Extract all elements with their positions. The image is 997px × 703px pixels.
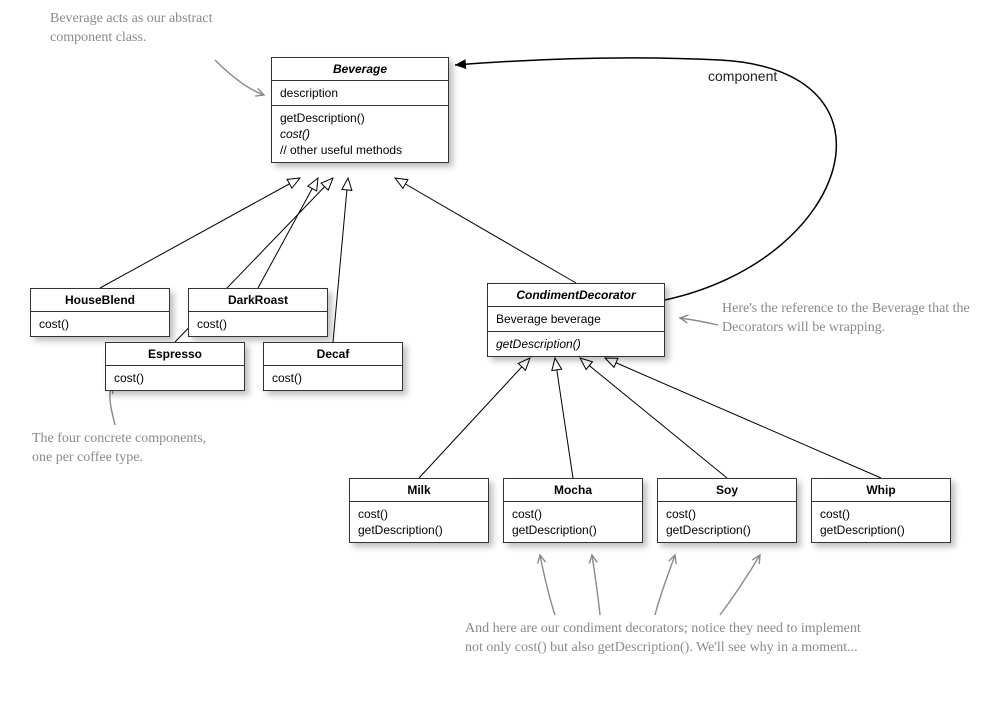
class-methods: cost() getDescription() [350, 502, 488, 542]
annotation-concrete-components: The four concrete components, one per co… [32, 430, 222, 468]
class-title: Beverage [272, 58, 448, 81]
class-title: HouseBlend [31, 289, 169, 312]
class-beverage: Beverage description getDescription() co… [271, 57, 449, 163]
method: getDescription() [820, 522, 942, 538]
class-soy: Soy cost() getDescription() [657, 478, 797, 543]
class-title: Soy [658, 479, 796, 502]
method: getDescription() [512, 522, 634, 538]
class-title: Whip [812, 479, 950, 502]
class-whip: Whip cost() getDescription() [811, 478, 951, 543]
method: getDescription() [358, 522, 480, 538]
annotation-arrow-a4-4 [720, 555, 760, 615]
annotation-arrow-a4-1 [540, 555, 555, 615]
edge-mocha-condimentdecorator [555, 358, 573, 478]
attr: description [280, 85, 440, 101]
method: getDescription() [496, 336, 656, 352]
method: cost() [358, 506, 480, 522]
class-title: Espresso [106, 343, 244, 366]
method: cost() [272, 370, 394, 386]
class-methods: getDescription() [488, 332, 664, 356]
method: getDescription() [666, 522, 788, 538]
class-title: Decaf [264, 343, 402, 366]
method: cost() [114, 370, 236, 386]
class-methods: cost() [189, 312, 327, 336]
diagram-canvas: Beverage description getDescription() co… [0, 0, 997, 703]
class-espresso: Espresso cost() [105, 342, 245, 391]
class-attrs: description [272, 81, 448, 106]
class-houseblend: HouseBlend cost() [30, 288, 170, 337]
class-darkroast: DarkRoast cost() [188, 288, 328, 337]
class-title: CondimentDecorator [488, 284, 664, 307]
annotation-abstract-component: Beverage acts as our abstract component … [50, 10, 260, 48]
edge-component-association [455, 58, 836, 300]
annotation-arrow-a4-3 [655, 555, 675, 615]
class-title: Milk [350, 479, 488, 502]
class-methods: cost() [264, 366, 402, 390]
method: cost() [512, 506, 634, 522]
class-methods: cost() getDescription() [658, 502, 796, 542]
attr: Beverage beverage [496, 311, 656, 327]
class-methods: cost() [31, 312, 169, 336]
class-condimentdecorator: CondimentDecorator Beverage beverage get… [487, 283, 665, 357]
class-methods: cost() getDescription() [812, 502, 950, 542]
edge-whip-condimentdecorator [605, 358, 881, 478]
class-attrs: Beverage beverage [488, 307, 664, 332]
class-methods: getDescription() cost() // other useful … [272, 106, 448, 162]
class-milk: Milk cost() getDescription() [349, 478, 489, 543]
class-title: Mocha [504, 479, 642, 502]
method: cost() [666, 506, 788, 522]
edge-condimentdecorator-beverage [395, 178, 576, 283]
class-decaf: Decaf cost() [263, 342, 403, 391]
method: getDescription() [280, 110, 440, 126]
method: // other useful methods [280, 142, 440, 158]
method: cost() [39, 316, 161, 332]
class-title: DarkRoast [189, 289, 327, 312]
edge-houseblend-beverage [100, 178, 300, 288]
class-mocha: Mocha cost() getDescription() [503, 478, 643, 543]
edge-label-component: component [708, 68, 777, 84]
annotation-arrow-a3 [680, 318, 718, 325]
edge-darkroast-beverage [258, 178, 318, 288]
class-methods: cost() getDescription() [504, 502, 642, 542]
method: cost() [820, 506, 942, 522]
method: cost() [197, 316, 319, 332]
annotation-arrow-a1 [215, 60, 264, 95]
class-methods: cost() [106, 366, 244, 390]
edge-milk-condimentdecorator [419, 358, 530, 478]
annotation-arrow-a4-2 [592, 555, 600, 615]
annotation-beverage-reference: Here's the reference to the Beverage tha… [722, 300, 972, 338]
annotation-arrow-a2 [110, 385, 115, 425]
edge-decaf-beverage [333, 178, 348, 342]
annotation-condiment-decorators: And here are our condiment decorators; n… [465, 620, 865, 658]
method: cost() [280, 126, 440, 142]
edge-soy-condimentdecorator [580, 358, 727, 478]
